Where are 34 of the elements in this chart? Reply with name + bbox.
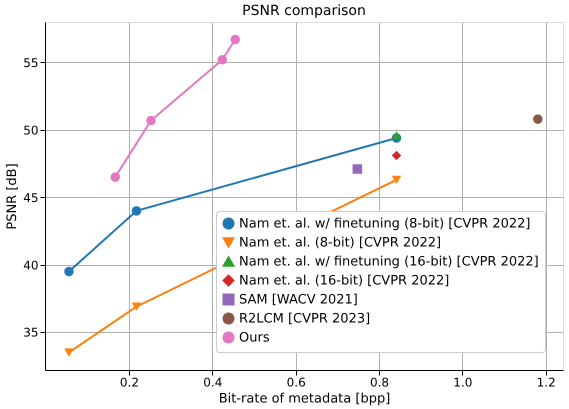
point: [64, 266, 74, 276]
legend-label: SAM [WACV 2021]: [239, 292, 358, 308]
point: [230, 34, 240, 44]
x-tick-label: 1.2: [536, 376, 556, 390]
legend-label: Nam et. al. w/ finetuning (16-bit) [CVPR 2022]: [239, 254, 539, 270]
x-tick-label: 0.4: [203, 376, 222, 390]
point: [110, 172, 120, 182]
point: [533, 114, 543, 124]
y-tick-label: 50: [23, 123, 38, 138]
point: [132, 302, 142, 311]
chart-title: PSNR comparison: [242, 3, 366, 19]
x-tick-label: 0.6: [286, 376, 306, 390]
x-tick-label: 0.2: [120, 376, 140, 390]
point: [146, 116, 156, 126]
x-axis-title: Bit-rate of metadata [bpp]: [218, 392, 390, 406]
point: [392, 176, 402, 184]
y-tick-label: 55: [23, 56, 38, 70]
point: [352, 164, 362, 174]
legend-label: Ours: [239, 330, 270, 346]
point: [64, 348, 74, 357]
point: [218, 55, 228, 64]
y-tick-label: 35: [23, 326, 38, 340]
point: [392, 150, 402, 160]
x-tick-label: 1.0: [453, 376, 472, 390]
y-tick-label: 40: [23, 258, 38, 272]
y-axis-title: PSNR [dB]: [5, 163, 20, 230]
legend-label: Nam et. al. (16-bit) [CVPR 2022]: [239, 274, 450, 288]
legend-label: R2LCM [CVPR 2023]: [239, 312, 370, 326]
x-tick-label: 0.8: [370, 376, 390, 390]
legend-label: Nam et. al. (8-bit) [CVPR 2022]: [239, 236, 442, 250]
point: [392, 131, 402, 140]
point: [132, 206, 142, 216]
y-tick-label: 45: [23, 190, 38, 205]
legend-label: Nam et. al. w/ finetuning (8-bit) [CVPR 2022]: [239, 216, 530, 232]
